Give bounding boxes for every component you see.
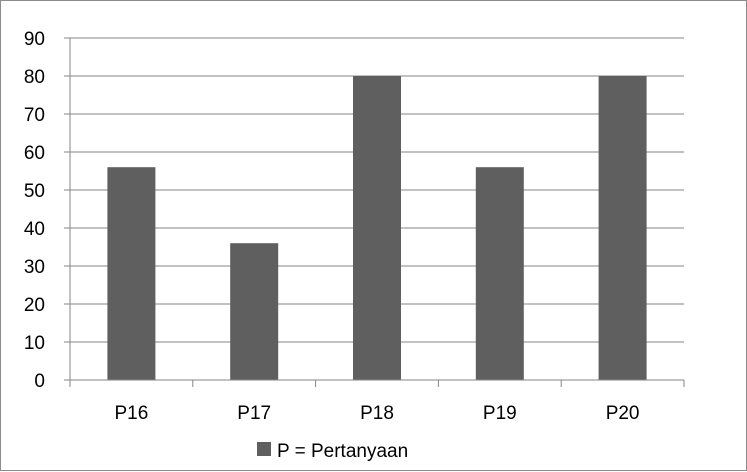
y-tick-label: 50 [24, 181, 45, 202]
x-tick-label: P19 [483, 403, 517, 424]
y-axis-tick-labels: 0 10 20 30 40 50 60 70 80 90 [24, 29, 45, 392]
bars [107, 76, 647, 380]
x-tick-label: P16 [114, 403, 148, 424]
bar-p16 [107, 167, 156, 380]
axes [64, 37, 685, 387]
y-tick-label: 40 [24, 219, 45, 240]
y-tick-label: 0 [34, 371, 45, 392]
y-tick-label: 90 [24, 29, 45, 50]
bar-p19 [475, 167, 524, 380]
x-tick-label: P17 [237, 403, 271, 424]
bar-p18 [353, 76, 401, 380]
x-tick-label: P20 [606, 403, 640, 424]
y-tick-label: 10 [24, 333, 45, 354]
legend-swatch [257, 442, 271, 456]
y-tick-label: 70 [24, 105, 45, 126]
bar-p17 [230, 243, 279, 380]
bar-p20 [598, 76, 647, 380]
legend-label: P = Pertanyaan [277, 441, 408, 462]
y-tick-label: 80 [24, 67, 45, 88]
x-tick-label: P18 [360, 403, 394, 424]
y-tick-label: 30 [24, 257, 45, 278]
legend: P = Pertanyaan [257, 441, 408, 462]
x-axis-tick-labels: P16 P17 P18 P19 P20 [114, 403, 639, 424]
y-tick-label: 20 [24, 295, 45, 316]
y-tick-label: 60 [24, 143, 45, 164]
